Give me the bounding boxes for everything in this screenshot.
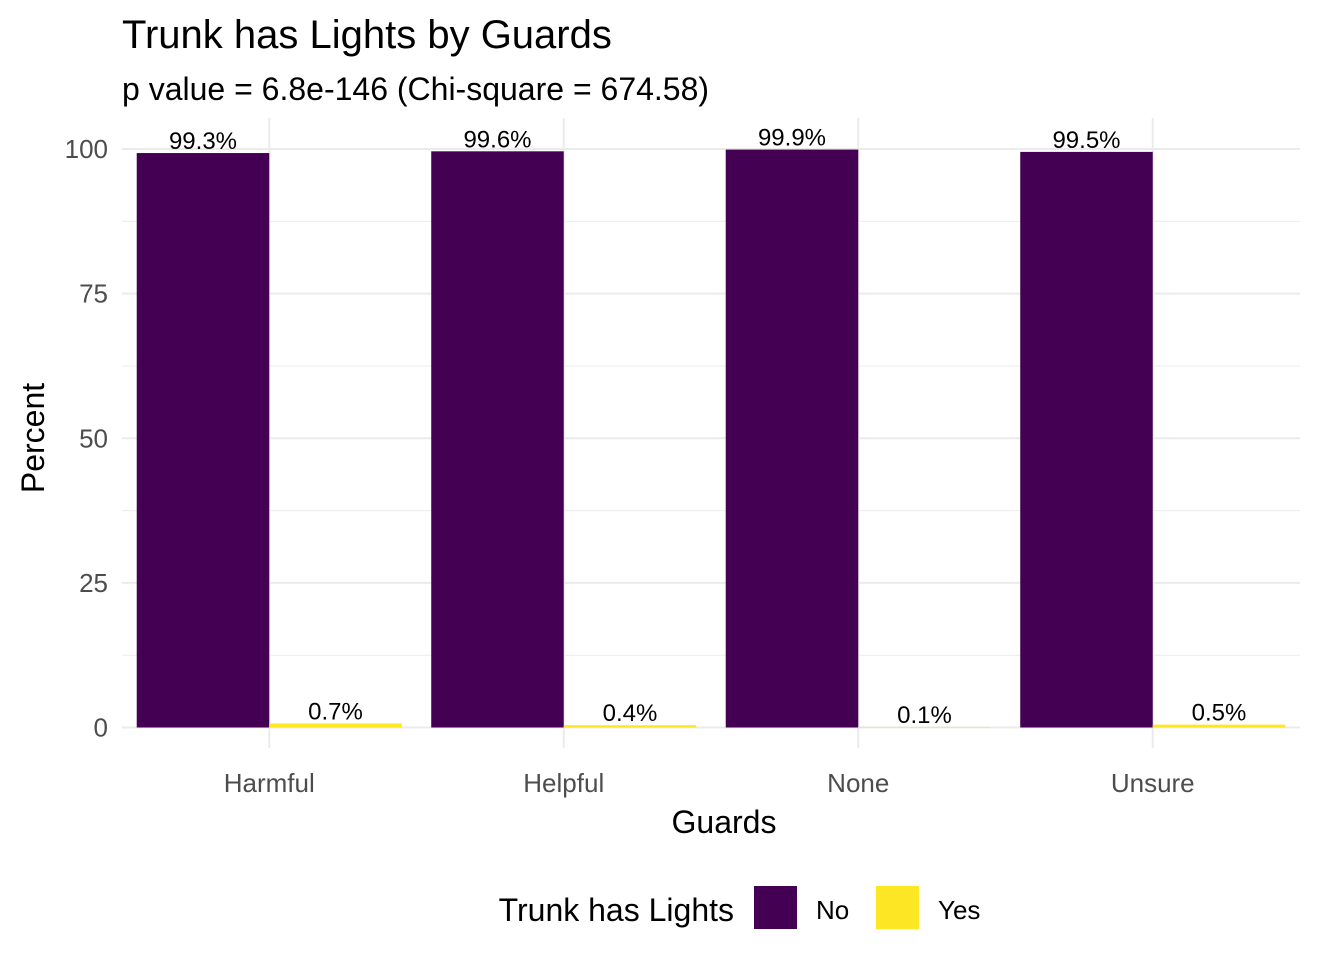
- bar-yes: [563, 725, 697, 728]
- y-axis-ticks: 0 25 50 75 100: [65, 134, 108, 743]
- x-tick-label: None: [827, 768, 889, 798]
- bar-value-label: 0.1%: [897, 702, 952, 729]
- bar-yes: [1152, 724, 1286, 728]
- y-tick-label: 25: [79, 568, 108, 598]
- x-axis-ticks: Harmful Helpful None Unsure: [224, 768, 1195, 798]
- bar-value-label: 99.6%: [463, 126, 531, 153]
- bar-value-label: 99.5%: [1052, 127, 1120, 154]
- bar-yes: [269, 723, 402, 728]
- legend-label-yes: Yes: [938, 895, 980, 925]
- x-tick-label: Unsure: [1111, 768, 1195, 798]
- bar-no: [136, 153, 270, 728]
- legend: Trunk has Lights No Yes: [499, 886, 980, 929]
- bar-no: [725, 149, 859, 728]
- bar-no: [431, 151, 564, 728]
- bar-yes: [858, 726, 991, 728]
- bar-no: [1020, 151, 1153, 728]
- legend-key-yes: [876, 886, 919, 929]
- x-tick-label: Harmful: [224, 768, 315, 798]
- bar-value-label: 99.9%: [758, 125, 826, 152]
- x-tick-label: Helpful: [523, 768, 604, 798]
- legend-title: Trunk has Lights: [499, 892, 734, 928]
- y-tick-label: 100: [65, 134, 108, 164]
- y-tick-label: 50: [79, 423, 108, 453]
- legend-label-no: No: [816, 895, 849, 925]
- chart-subtitle: p value = 6.8e-146 (Chi-square = 674.58): [122, 71, 709, 107]
- y-tick-label: 0: [94, 713, 108, 743]
- bar-value-label: 0.7%: [308, 698, 363, 725]
- chart-title: Trunk has Lights by Guards: [122, 13, 612, 57]
- bar-value-label: 0.4%: [603, 700, 658, 727]
- bar-value-label: 0.5%: [1192, 700, 1247, 727]
- y-axis-label: Percent: [15, 383, 51, 493]
- x-axis-label: Guards: [672, 804, 777, 840]
- y-tick-label: 75: [79, 279, 108, 309]
- bars: 99.3% 0.7% 99.6% 0.4% 99.9% 0.1% 99.5% 0.5%: [136, 125, 1286, 729]
- bar-value-label: 99.3%: [169, 128, 237, 155]
- legend-key-no: [754, 886, 797, 929]
